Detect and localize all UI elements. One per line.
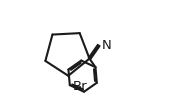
Text: N: N	[102, 39, 112, 52]
Text: Br: Br	[73, 79, 87, 92]
